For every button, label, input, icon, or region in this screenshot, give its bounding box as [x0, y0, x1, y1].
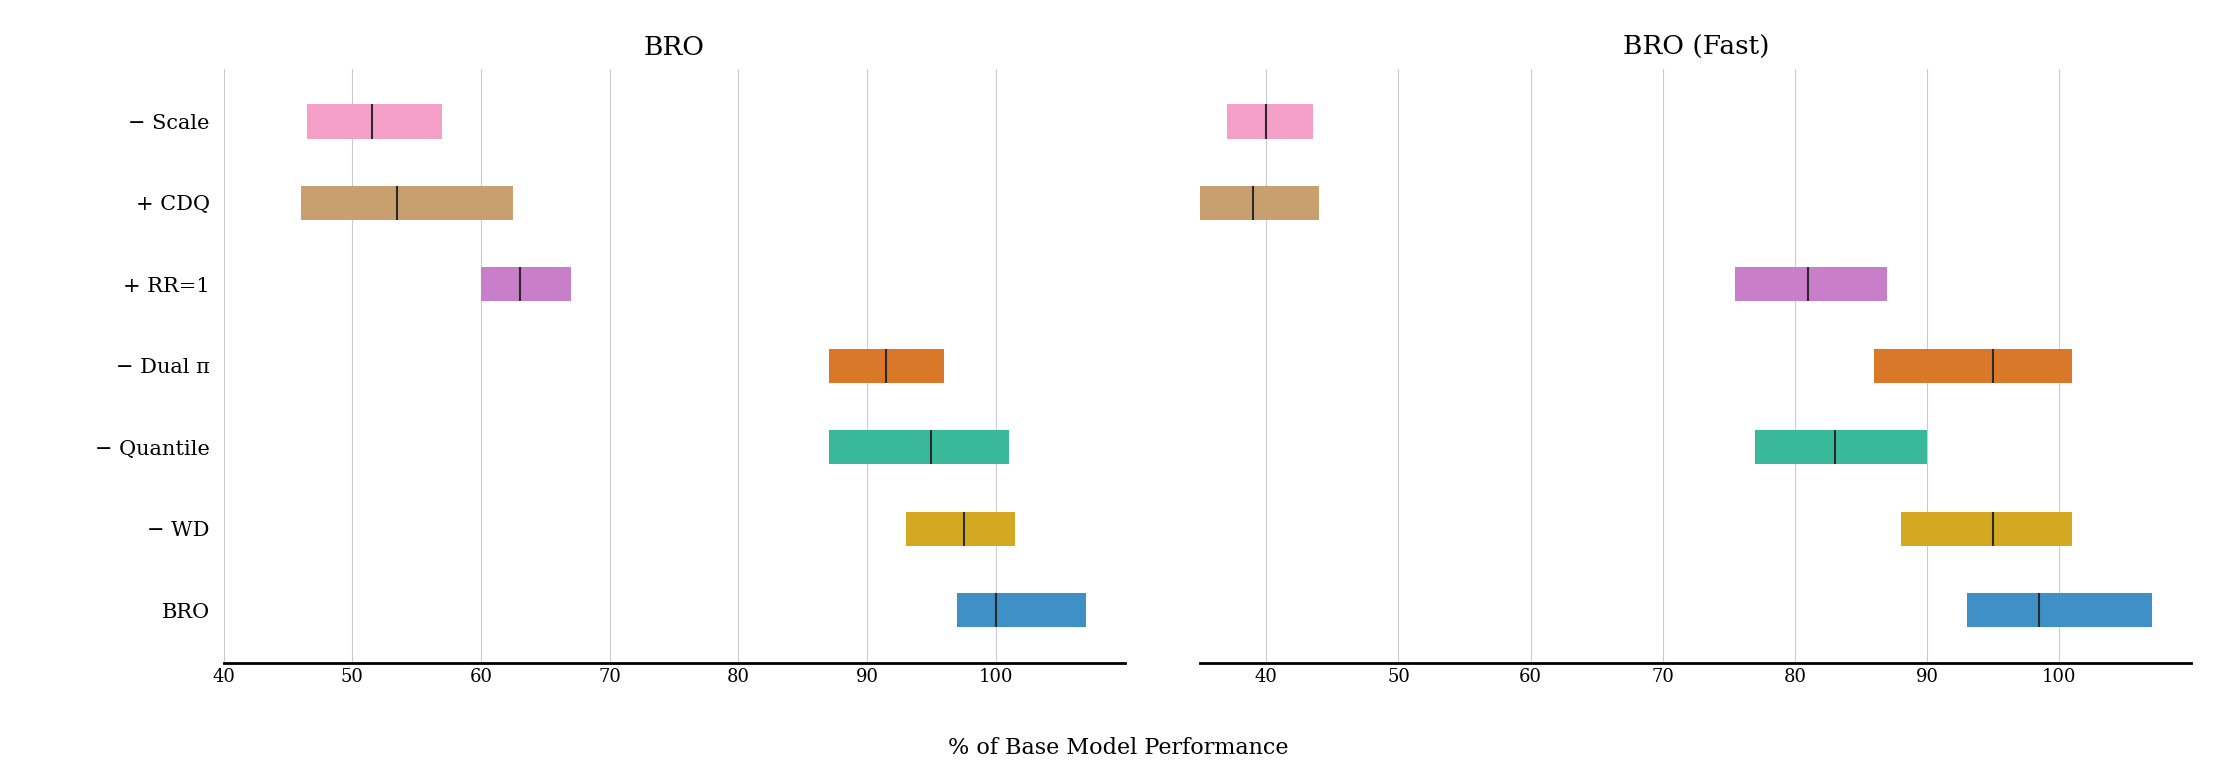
- Bar: [1735, 267, 1887, 302]
- Bar: [306, 104, 443, 139]
- Bar: [1901, 511, 2073, 546]
- Bar: [481, 267, 570, 302]
- Bar: [830, 349, 944, 383]
- Bar: [1968, 593, 2151, 627]
- Bar: [1201, 186, 1319, 220]
- Bar: [906, 511, 1015, 546]
- Bar: [957, 593, 1087, 627]
- Title: BRO (Fast): BRO (Fast): [1623, 35, 1769, 59]
- Bar: [1874, 349, 2073, 383]
- Bar: [830, 430, 1008, 464]
- Text: % of Base Model Performance: % of Base Model Performance: [948, 738, 1288, 760]
- Bar: [1228, 104, 1313, 139]
- Title: BRO: BRO: [644, 35, 704, 59]
- Bar: [1755, 430, 1927, 464]
- Bar: [302, 186, 514, 220]
